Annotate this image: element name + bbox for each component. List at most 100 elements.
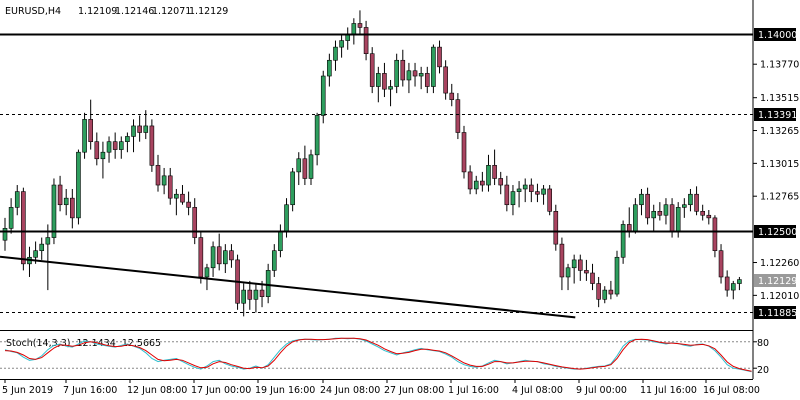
stoch-level-20-label: 20 — [757, 365, 769, 376]
candle-body — [577, 259, 583, 271]
candle-body — [455, 99, 461, 133]
candle-body — [369, 53, 375, 87]
candle-body — [498, 178, 504, 186]
trendline[interactable] — [0, 255, 576, 319]
candle-body — [94, 141, 100, 160]
candle-body — [174, 193, 179, 199]
candle-body — [278, 230, 283, 252]
candle-body — [651, 211, 657, 219]
stoch-level-80-label: 80 — [757, 338, 769, 349]
level-label: 1.11885 — [758, 308, 797, 319]
candle-body — [82, 119, 87, 153]
candle-body — [76, 151, 81, 219]
candle-body — [2, 228, 8, 241]
current-price-box — [754, 274, 796, 287]
time-tick-label: 27 Jun 08:00 — [384, 385, 444, 396]
candle-body — [522, 184, 528, 190]
header-low: 1.12071 — [152, 6, 191, 17]
candle-body — [400, 59, 406, 81]
candle-body — [112, 141, 118, 150]
price-scale[interactable]: 1.14000 1.12500 1.13391 1.11885 1.12129 1.137… — [753, 28, 799, 319]
candle-body — [382, 73, 387, 90]
candle-body — [223, 250, 228, 265]
time-tick-label: 24 Jun 08:00 — [320, 385, 380, 396]
price-tick-label: 1.13015 — [760, 159, 799, 170]
candle-body — [480, 180, 485, 186]
candle-body — [645, 193, 650, 219]
candle-body — [688, 193, 693, 206]
candle-body — [406, 70, 412, 81]
time-tick-label: 7 Jun 16:00 — [63, 385, 117, 396]
candle-body — [486, 165, 491, 186]
candle-body — [88, 119, 93, 142]
candle-body — [682, 204, 687, 208]
candle-body — [320, 75, 326, 116]
candle-body — [590, 272, 595, 284]
candle-body — [388, 86, 393, 90]
candle-body — [663, 204, 669, 216]
candle-body — [216, 246, 222, 265]
level-label-box — [754, 306, 796, 319]
candle-body — [57, 184, 63, 206]
candle-body — [431, 46, 436, 87]
candle-body — [424, 73, 430, 87]
candle-body — [700, 211, 705, 216]
candle-body — [351, 23, 357, 35]
candle-body — [412, 70, 418, 77]
candle-body — [296, 158, 302, 173]
candle-body — [443, 66, 448, 94]
candle-body — [467, 171, 473, 190]
candle-body — [620, 224, 626, 258]
time-tick-label: 19 Jun 16:00 — [255, 385, 315, 396]
candle-body — [504, 184, 510, 206]
candle-body — [529, 184, 534, 192]
candle-body — [149, 125, 155, 166]
candle-body — [131, 125, 136, 137]
candle-body — [510, 191, 516, 206]
candle-body — [204, 267, 210, 278]
candle-body — [418, 73, 424, 77]
candle-body — [253, 289, 259, 300]
time-axis[interactable]: 5 Jun 2019 7 Jun 16:00 12 Jun 08:00 17 Jun … — [2, 379, 760, 396]
candle-body — [584, 270, 589, 274]
candle-body — [106, 141, 112, 153]
candle-body — [100, 151, 106, 160]
candles-layer — [0, 10, 742, 319]
level-label-box — [754, 225, 796, 238]
time-tick-label: 16 Jul 08:00 — [703, 385, 760, 396]
candle-body — [180, 193, 185, 203]
candle-body — [63, 197, 69, 206]
candle-body — [669, 204, 675, 232]
candle-body — [271, 250, 277, 271]
candle-body — [210, 246, 216, 269]
candle-body — [602, 289, 608, 300]
level-label: 1.14000 — [758, 30, 797, 41]
candle-body — [39, 243, 45, 251]
price-tick-label: 1.12260 — [760, 258, 799, 269]
candle-body — [327, 59, 332, 77]
time-tick-label: 12 Jun 08:00 — [127, 385, 187, 396]
candle-body — [186, 201, 191, 208]
candle-body — [565, 267, 571, 278]
header-open: 1.12109 — [78, 6, 117, 17]
time-tick-label: 1 Jul 16:00 — [448, 385, 499, 396]
candle-body — [614, 256, 620, 295]
candle-body — [492, 165, 497, 179]
time-tick-label: 5 Jun 2019 — [2, 385, 53, 396]
header-close: 1.12129 — [189, 6, 228, 17]
candle-body — [167, 175, 173, 199]
candle-body — [33, 250, 38, 258]
candle-body — [626, 224, 632, 232]
candle-body — [639, 193, 644, 206]
candle-body — [125, 136, 130, 142]
candle-body — [118, 141, 124, 150]
candle-body — [608, 289, 614, 295]
candle-body — [675, 207, 681, 232]
price-tick-label: 1.13515 — [760, 93, 799, 104]
candle-body — [461, 132, 467, 173]
candle-body — [14, 191, 20, 208]
candle-body — [51, 184, 57, 238]
candle-body — [45, 237, 51, 245]
price-tick-label: 1.12010 — [760, 291, 799, 302]
